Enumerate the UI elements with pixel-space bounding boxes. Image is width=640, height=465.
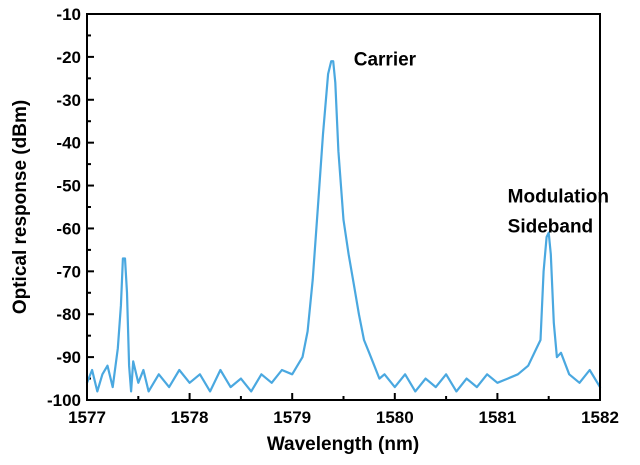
y-axis-title: Optical response (dBm) [10,100,31,314]
annotation-0: Carrier [354,49,417,70]
y-tick-label: -100 [47,391,81,410]
plot-frame [86,13,601,401]
y-tick-label: -80 [56,305,81,324]
y-tick-label: -90 [56,348,81,367]
x-tick-label: 1580 [376,408,414,427]
y-tick-label: -40 [56,134,81,153]
x-tick-label: 1582 [581,408,619,427]
annotation-1-line-1: Sideband [508,217,594,238]
series-line-0 [85,60,602,393]
y-tick-label: -20 [56,48,81,67]
y-tick-label: -60 [56,219,81,238]
x-tick-label: 1579 [273,408,311,427]
x-tick-label: 1581 [478,408,516,427]
x-tick-label: 1578 [171,408,209,427]
y-tick-label: -70 [56,262,81,281]
y-tick-label: -30 [56,91,81,110]
y-tick-label: -10 [56,5,81,24]
y-tick-label: -50 [56,177,81,196]
annotation-1-line-0: Modulation [508,187,609,208]
x-axis-title: Wavelength (nm) [267,434,419,455]
x-tick-label: 1577 [68,408,106,427]
